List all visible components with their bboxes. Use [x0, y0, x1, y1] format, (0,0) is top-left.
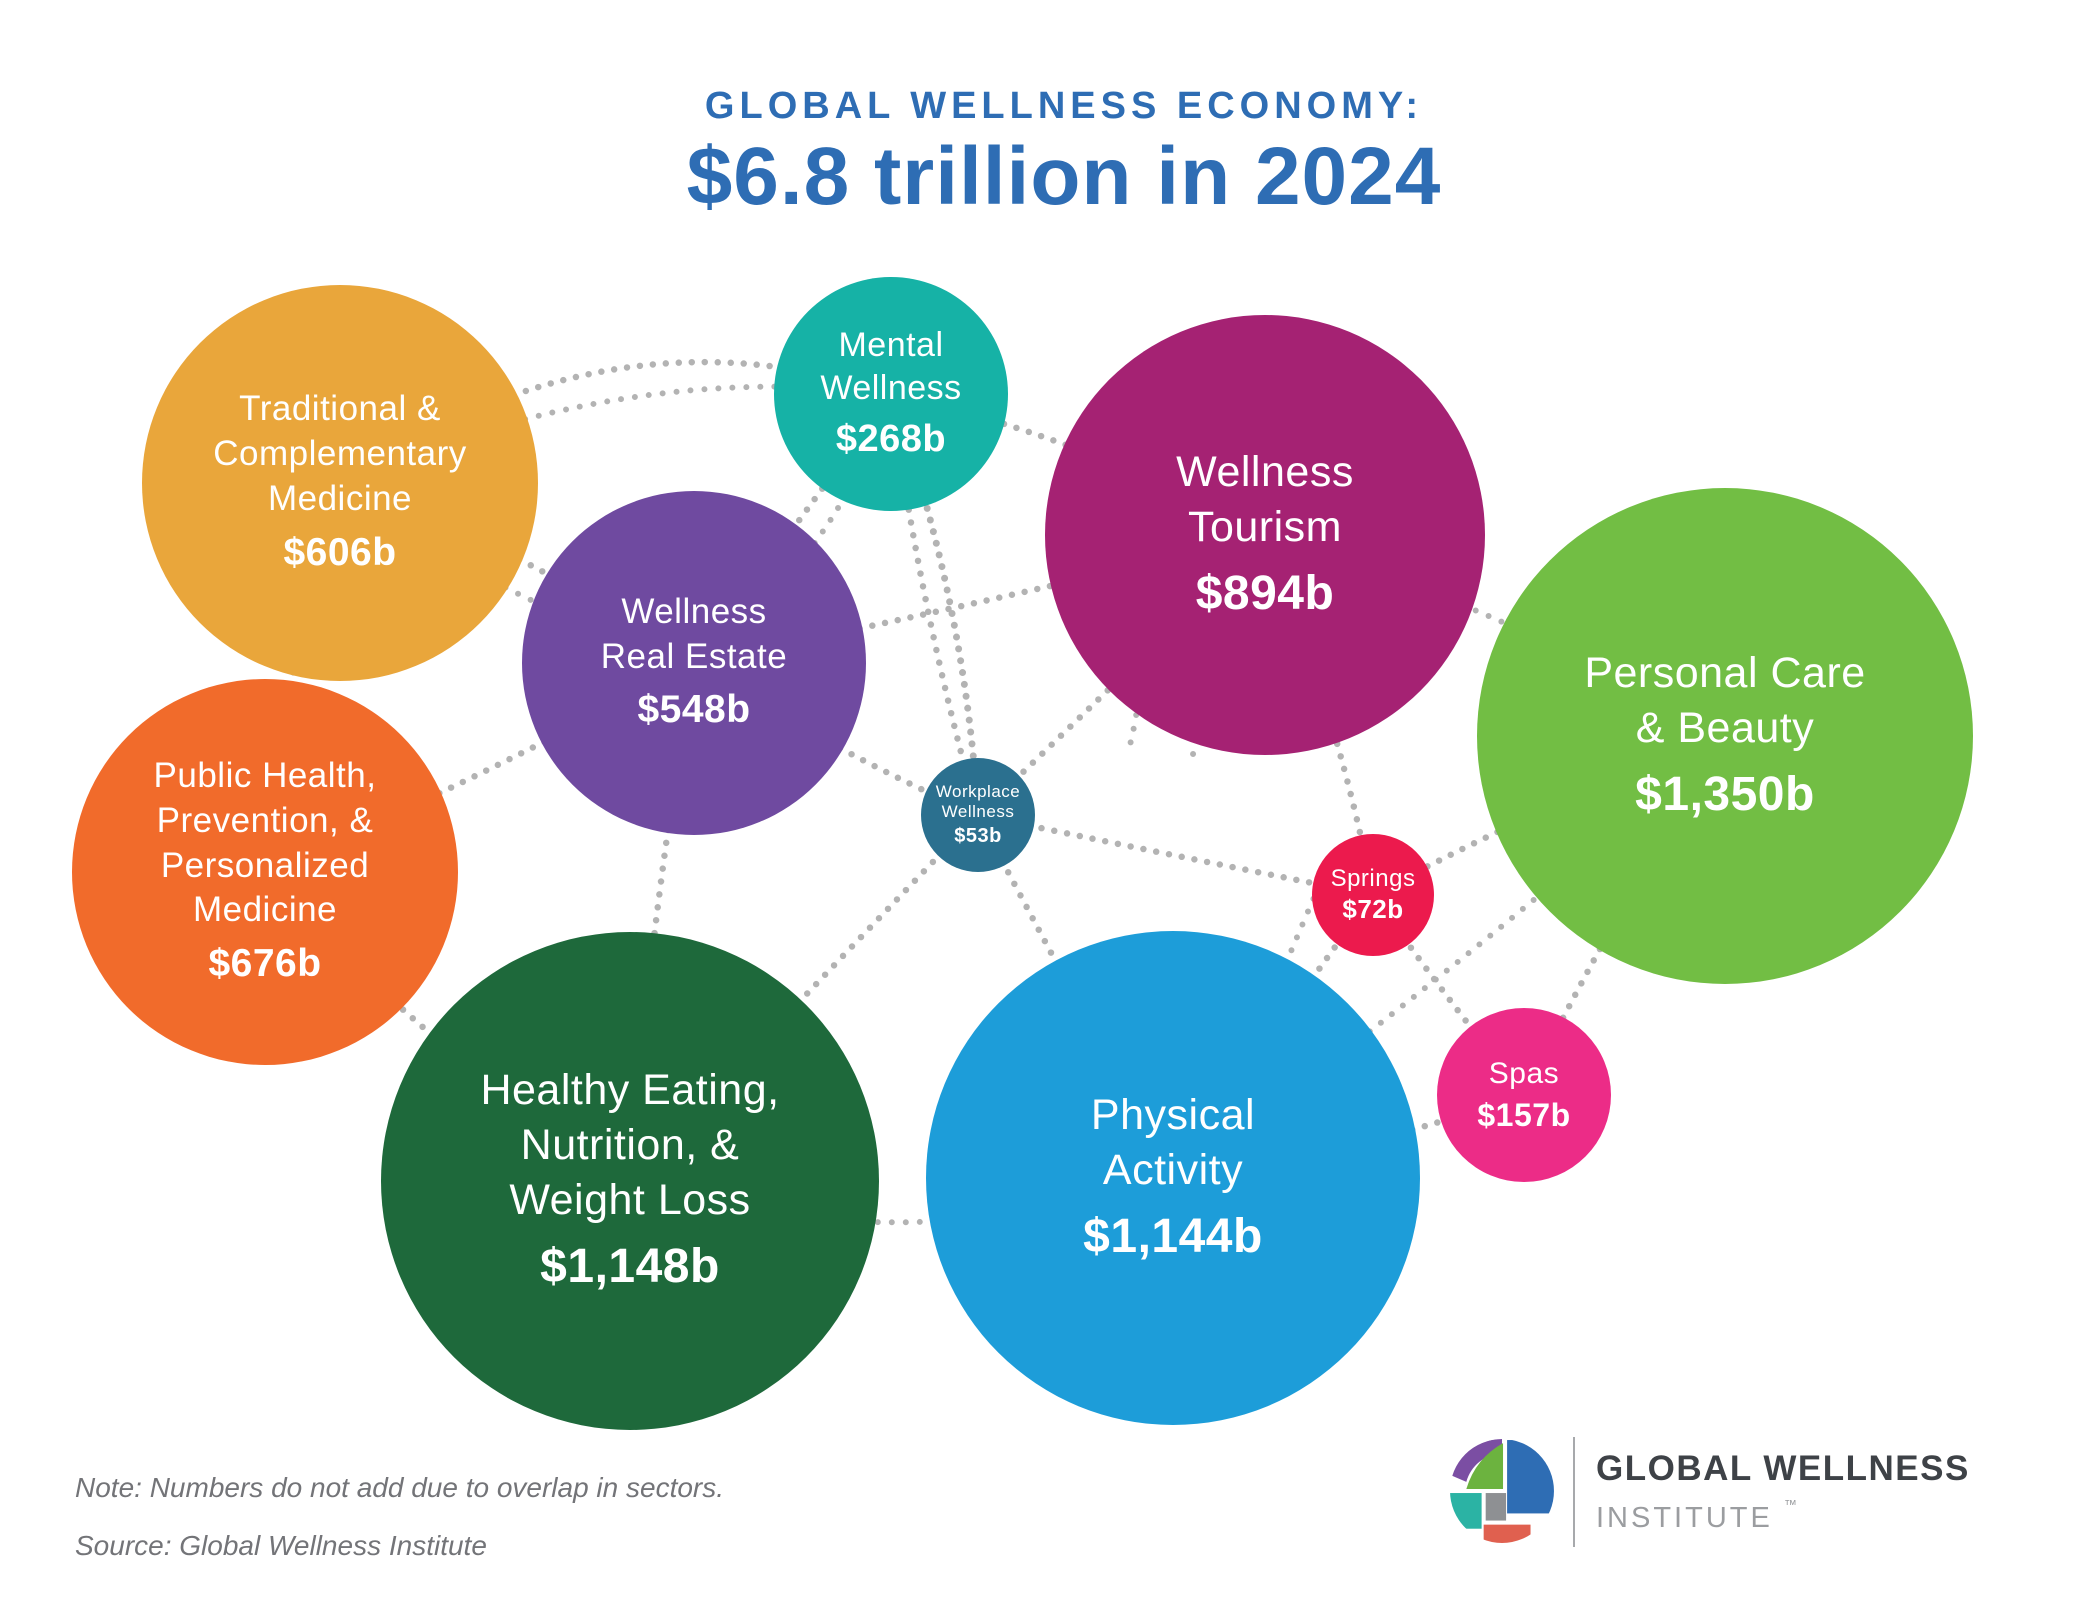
bubble-label-line: Spas: [1488, 1056, 1560, 1090]
title-line2: $6.8 trillion in 2024: [686, 130, 1442, 222]
bubble-text: Traditional & Complementary Medicine $60…: [213, 387, 467, 578]
bubble-text: Workplace Wellness $53b: [936, 782, 1021, 847]
bubble-label-line: Personalized: [160, 845, 370, 885]
title-line1: GLOBAL WELLNESS ECONOMY:: [704, 85, 1424, 127]
bubble-text: Springs $72b: [1331, 865, 1416, 926]
bubble-label-line: Tourism: [1187, 502, 1342, 551]
chart-title: GLOBAL WELLNESS ECONOMY: $6.8 trillion i…: [0, 85, 2100, 222]
bubble-label-line: Wellness: [621, 591, 767, 631]
footnote: Note: Numbers do not add due to overlap …: [75, 1472, 725, 1503]
bubble-physical-activity: Physical Activity $1,144b: [926, 931, 1420, 1425]
bubble-text: Physical Activity $1,144b: [1083, 1088, 1263, 1268]
bubble-label-line: Wellness: [941, 802, 1015, 821]
bubble-value: $72b: [1342, 894, 1404, 925]
logo-institute-text: INSTITUTE: [1596, 1502, 1773, 1534]
bubble-label-line: Physical: [1090, 1090, 1256, 1139]
bubble-value: $606b: [283, 530, 397, 574]
bubble-text: Mental Wellness $268b: [820, 324, 961, 464]
bubble-text: Wellness Tourism $894b: [1176, 445, 1354, 625]
bubble-label-line: Weight Loss: [509, 1176, 751, 1225]
bubble-label-line: Wellness: [1176, 447, 1354, 496]
bubble-text: Spas $157b: [1477, 1056, 1570, 1135]
bubble-label-line: Springs: [1330, 864, 1416, 892]
bubble-value: $548b: [637, 688, 751, 732]
bubble-value: $1,144b: [1083, 1209, 1263, 1263]
global-wellness-institute-logo-icon: [1450, 1439, 1554, 1543]
bubble-text: Public Health, Prevention, & Personalize…: [154, 754, 377, 990]
bubble-wellness-tourism: Wellness Tourism $894b: [1045, 315, 1485, 755]
bubble-label-line: Wellness: [820, 368, 962, 407]
bubble-mental-wellness: Mental Wellness $268b: [774, 277, 1008, 511]
source-note: Source: Global Wellness Institute: [75, 1530, 487, 1561]
bubble-healthy-eating-nutrition-weight-loss: Healthy Eating, Nutrition, & Weight Loss…: [381, 932, 879, 1430]
bubble-value: $53b: [954, 824, 1002, 847]
bubble-label-line: Public Health,: [153, 756, 377, 796]
bubble-text: Healthy Eating, Nutrition, & Weight Loss…: [480, 1063, 779, 1298]
bubble-workplace-wellness: Workplace Wellness $53b: [921, 758, 1035, 872]
bubble-springs: Springs $72b: [1312, 834, 1434, 956]
bubble-label-line: Complementary: [213, 434, 467, 474]
trademark-symbol: ™: [1783, 1497, 1797, 1512]
bubble-label-line: Medicine: [192, 890, 338, 930]
bubble-value: $1,148b: [540, 1240, 720, 1294]
bubble-value: $268b: [835, 417, 947, 460]
bubble-text: Personal Care & Beauty $1,350b: [1584, 646, 1865, 826]
bubble-label-line: Personal Care: [1584, 648, 1866, 697]
bubble-label-line: Activity: [1102, 1145, 1244, 1194]
bubble-label-line: Nutrition, &: [520, 1121, 740, 1170]
bubble-wellness-real-estate: Wellness Real Estate $548b: [522, 491, 866, 835]
bubble-label-line: Healthy Eating,: [480, 1066, 780, 1115]
bubble-public-health-prevention-personalized-medicine: Public Health, Prevention, & Personalize…: [72, 679, 458, 1065]
bubble-label-line: Real Estate: [600, 636, 788, 676]
bubble-label-line: Prevention, &: [156, 800, 374, 840]
bubble-spas: Spas $157b: [1437, 1008, 1611, 1182]
bubble-value: $676b: [208, 942, 322, 986]
bubble-label-line: & Beauty: [1635, 703, 1815, 752]
bubble-value: $894b: [1195, 566, 1335, 620]
bubble-personal-care-beauty: Personal Care & Beauty $1,350b: [1477, 488, 1973, 984]
bubble-label-line: Traditional &: [239, 389, 441, 429]
logo-wordmark-line2: INSTITUTE ™: [1596, 1497, 1797, 1535]
logo-divider: [1573, 1437, 1575, 1547]
bubble-label-line: Medicine: [267, 479, 413, 519]
bubble-label-line: Mental: [838, 325, 944, 364]
bubble-label-line: Workplace: [935, 782, 1021, 802]
logo-wordmark-line1: GLOBAL WELLNESS: [1596, 1449, 1970, 1488]
bubble-value: $157b: [1477, 1096, 1571, 1133]
bubble-value: $1,350b: [1635, 767, 1815, 821]
bubble-traditional-complementary-medicine: Traditional & Complementary Medicine $60…: [142, 285, 538, 681]
bubble-text: Wellness Real Estate $548b: [601, 590, 787, 736]
